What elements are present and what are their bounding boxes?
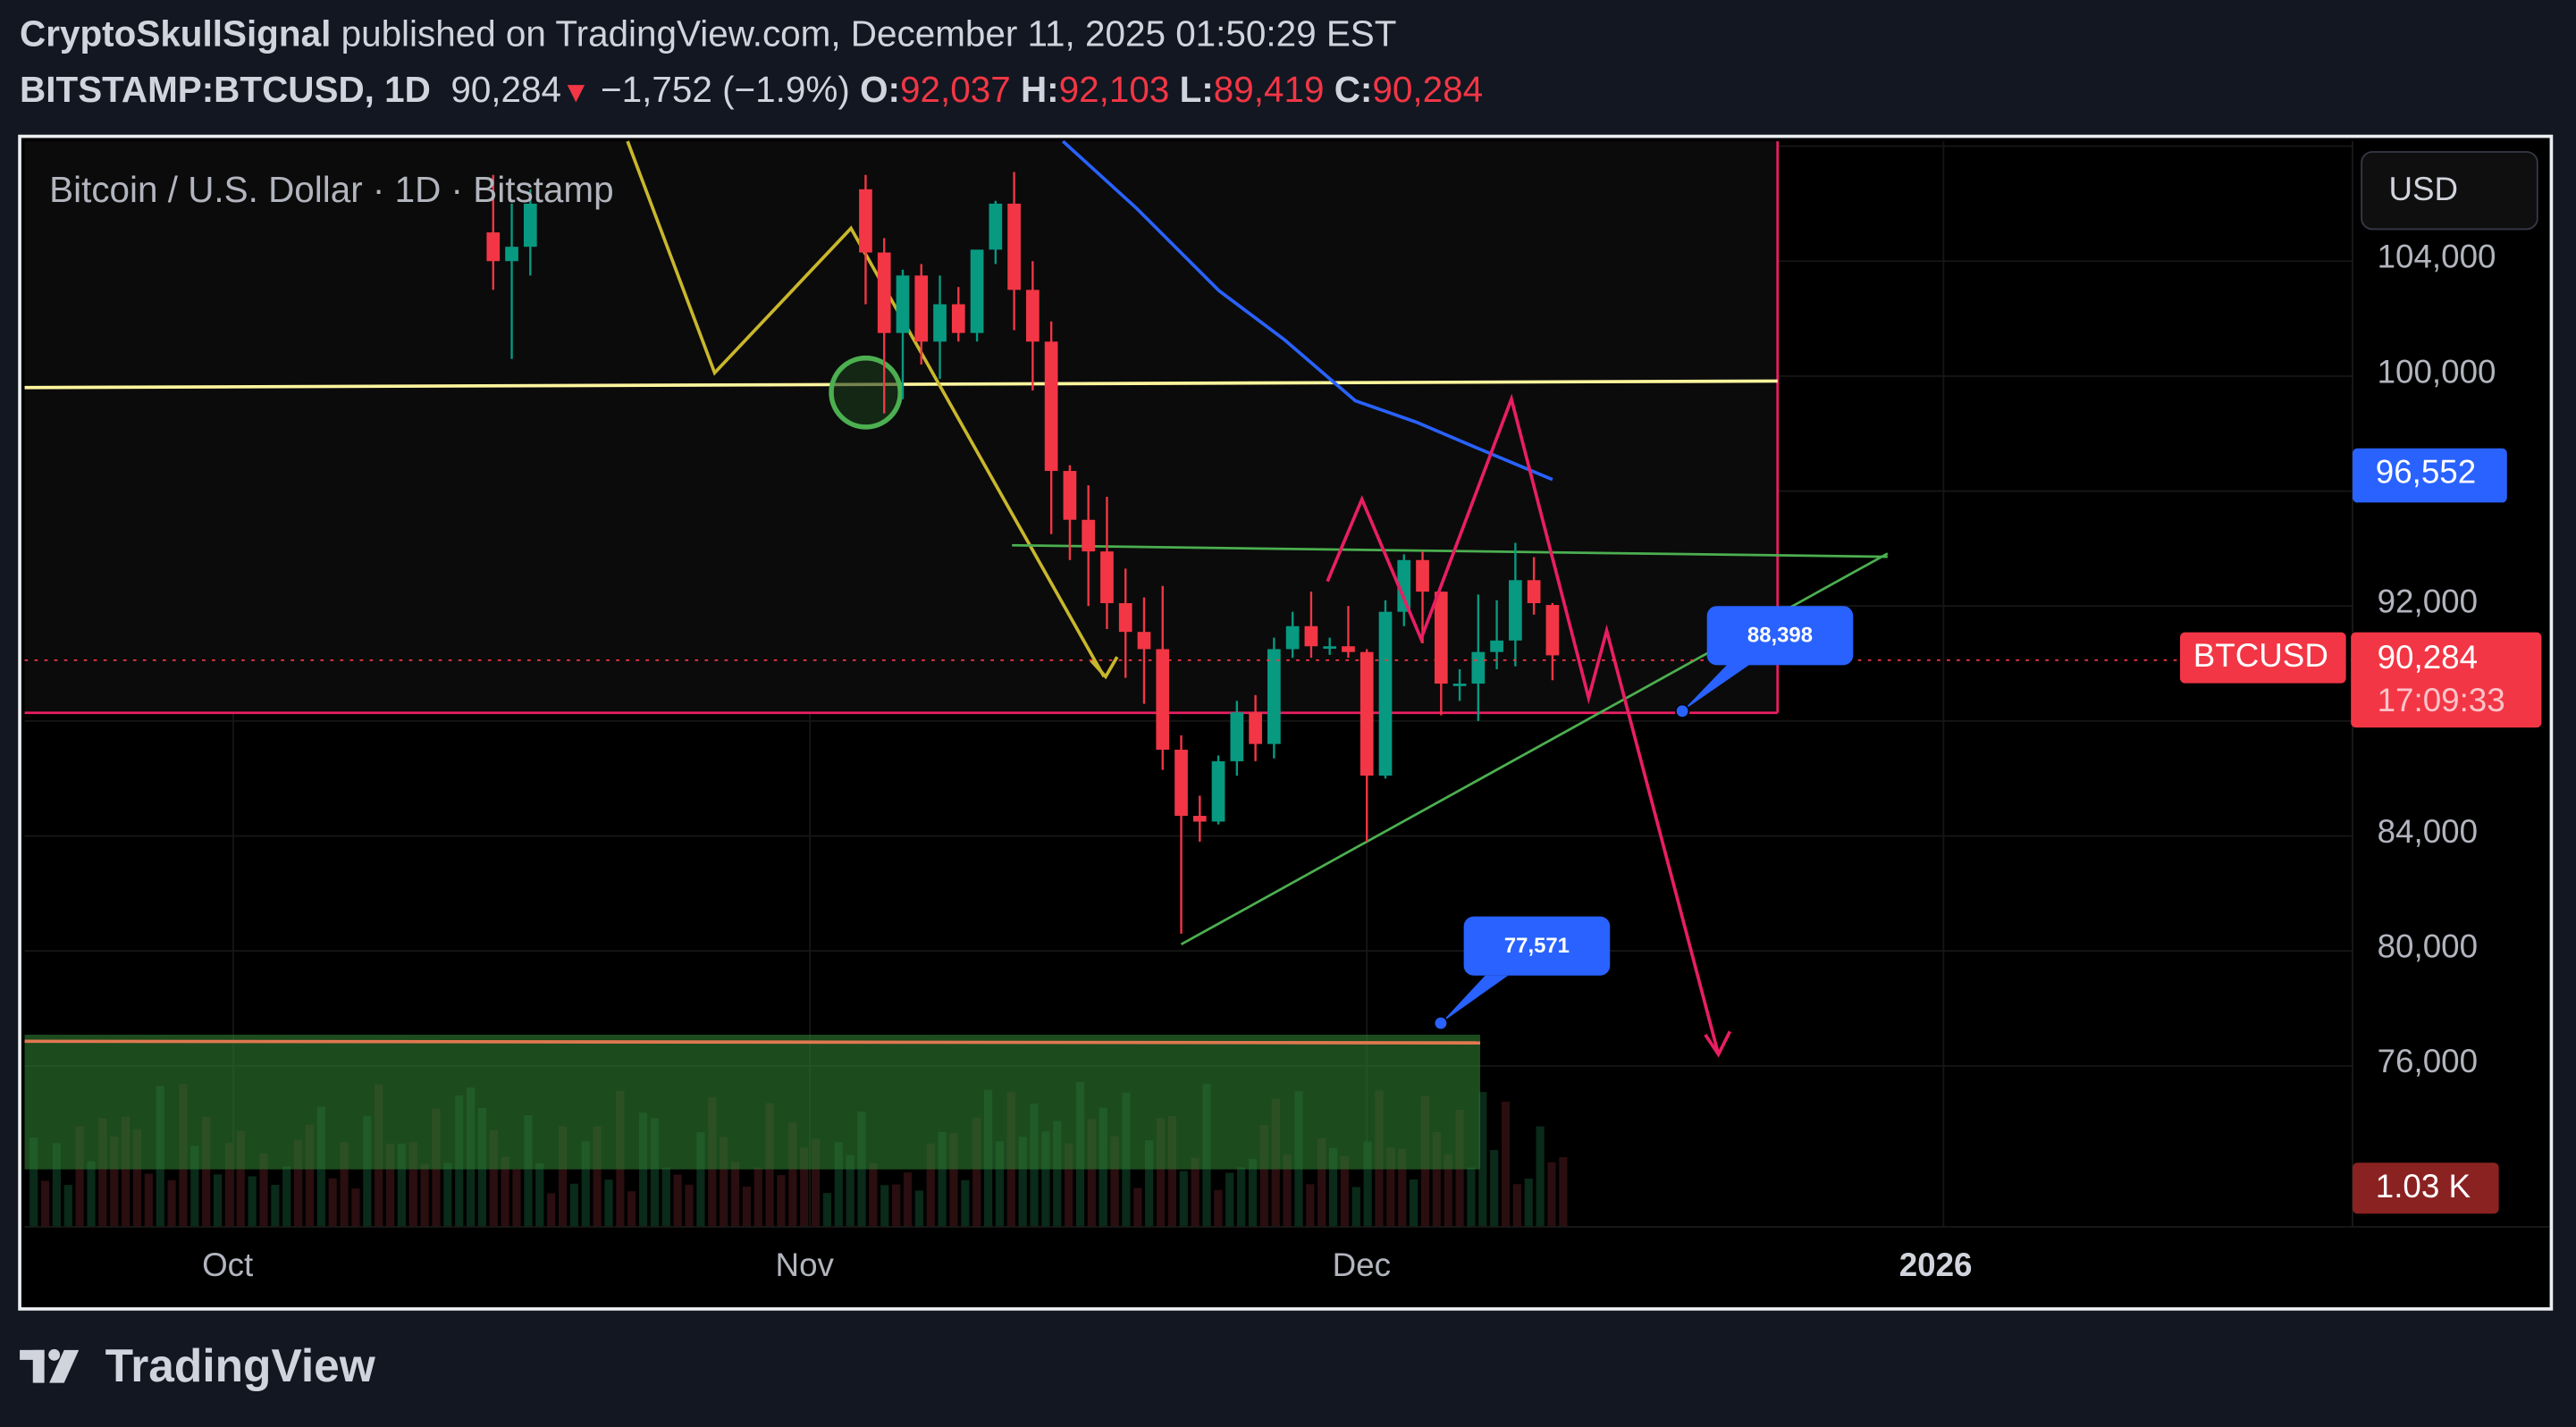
- triangle-down-icon: ▼: [561, 75, 591, 109]
- time-label-2026: 2026: [1898, 1247, 1973, 1285]
- callout-77571-tail: [1440, 975, 1509, 1024]
- last-price: 90,284: [450, 69, 562, 111]
- time-label-oct: Oct: [202, 1247, 254, 1285]
- published-text: published on TradingView.com, December 1…: [341, 13, 1397, 55]
- currency-button[interactable]: USD: [2361, 151, 2538, 231]
- callout-88398-anchor: [1674, 703, 1690, 719]
- time-label-dec: Dec: [1332, 1247, 1392, 1285]
- yellow-zigzag: [626, 140, 1106, 678]
- last-price-tag: 90,284 17:09:33: [2351, 632, 2542, 728]
- callout-77571-anchor: [1433, 1015, 1449, 1031]
- zone-line: [24, 1039, 1481, 1045]
- close-label: C:: [1334, 69, 1373, 111]
- volume-tag: 1.03 K: [2353, 1163, 2499, 1214]
- price-label-104000: 104,000: [2377, 239, 2496, 276]
- low-label: L:: [1179, 69, 1214, 111]
- pink-box-fill: [24, 141, 1778, 713]
- open-value: 92,037: [900, 69, 1011, 111]
- ma-price-tag: 96,552: [2353, 448, 2507, 503]
- time-label-nov: Nov: [775, 1247, 834, 1285]
- callout-88398[interactable]: 88,398: [1706, 606, 1854, 666]
- publish-line: CryptoSkullSignal published on TradingVi…: [20, 13, 1396, 56]
- price-chart[interactable]: [21, 138, 2553, 1310]
- neckline: [1012, 543, 1888, 558]
- price-label-80000: 80,000: [2377, 929, 2479, 966]
- symbol-tag: BTCUSD: [2180, 632, 2346, 684]
- high-label: H:: [1020, 69, 1059, 111]
- candles: [486, 172, 1560, 934]
- price-label-100000: 100,000: [2377, 355, 2496, 391]
- projection-arrow-head: [1704, 1030, 1732, 1058]
- green-demand-zone: [24, 1034, 1481, 1170]
- low-value: 89,419: [1213, 69, 1325, 111]
- tradingview-logo-icon: [20, 1348, 80, 1383]
- open-label: O:: [860, 69, 901, 111]
- ohlc-line: BITSTAMP:BTCUSD, 1D 90,284▼ −1,752 (−1.9…: [20, 69, 1483, 112]
- price-label-76000: 76,000: [2377, 1044, 2479, 1081]
- tradingview-logo[interactable]: TradingView: [20, 1340, 375, 1393]
- last-price-value: 90,284: [2377, 640, 2479, 677]
- price-label-84000: 84,000: [2377, 814, 2479, 852]
- symbol-interval: BITSTAMP:BTCUSD, 1D: [20, 69, 431, 111]
- green-circle: [829, 355, 903, 430]
- close-value: 90,284: [1372, 69, 1484, 111]
- author-name[interactable]: CryptoSkullSignal: [20, 13, 332, 55]
- callout-77571[interactable]: 77,571: [1463, 916, 1611, 976]
- moving-average-line: [1061, 139, 1553, 482]
- price-change: −1,752 (−1.9%): [601, 69, 850, 111]
- chart-frame[interactable]: Bitcoin / U.S. Dollar · 1D · Bitstamp US…: [18, 134, 2554, 1311]
- pattern-projection: [1326, 393, 1721, 1055]
- bar-countdown: 17:09:33: [2377, 683, 2505, 720]
- price-label-92000: 92,000: [2377, 584, 2479, 621]
- yellow-arrow-head: [1090, 656, 1119, 680]
- chart-legend: Bitcoin / U.S. Dollar · 1D · Bitstamp: [49, 169, 614, 211]
- high-value: 92,103: [1058, 69, 1170, 111]
- tradingview-wordmark: TradingView: [105, 1339, 375, 1391]
